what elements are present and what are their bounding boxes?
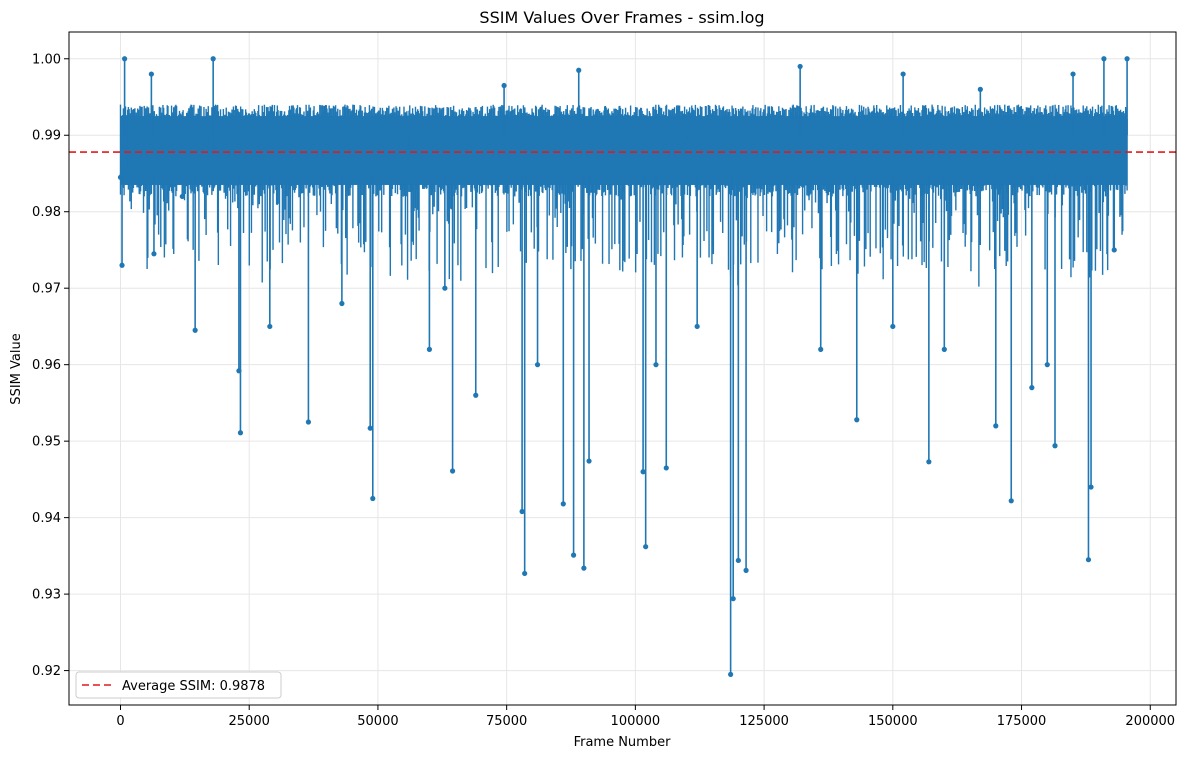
y-tick-label: 0.92 <box>32 664 61 679</box>
x-tick-label: 125000 <box>739 714 789 729</box>
series-point <box>570 552 577 558</box>
x-tick-label: 150000 <box>868 714 918 729</box>
x-axis-label: Frame Number <box>574 735 672 750</box>
legend-label: Average SSIM: 0.9878 <box>122 679 265 694</box>
series-point <box>890 323 896 330</box>
series-point <box>1085 557 1092 563</box>
series-point <box>900 71 906 77</box>
x-tick-label: 25000 <box>229 714 270 729</box>
series-point <box>123 117 129 123</box>
series-point <box>148 71 154 77</box>
series-point <box>473 392 479 398</box>
series-point <box>586 458 592 464</box>
series-point <box>1029 385 1035 391</box>
series-point <box>135 132 142 138</box>
y-tick-label: 0.95 <box>32 435 61 450</box>
y-tick-label: 1.00 <box>32 52 61 67</box>
series-point <box>854 417 860 423</box>
series-point <box>1052 443 1058 449</box>
series-point <box>1101 56 1107 62</box>
series-point <box>534 362 541 368</box>
y-tick-label: 0.98 <box>32 205 61 220</box>
series-point <box>179 193 185 200</box>
series-point <box>560 501 566 507</box>
series-point <box>122 56 128 62</box>
series-point <box>730 596 736 602</box>
series-point <box>501 82 507 89</box>
series-point <box>743 567 749 574</box>
series-point <box>581 565 587 571</box>
y-tick-label: 0.93 <box>32 588 61 603</box>
y-tick-label: 0.96 <box>32 358 61 373</box>
series-point <box>426 346 433 352</box>
x-tick-label: 75000 <box>486 714 527 729</box>
series-point <box>684 140 690 146</box>
series-core <box>120 116 1128 185</box>
legend: Average SSIM: 0.9878 <box>75 671 282 699</box>
x-tick-label: 50000 <box>357 714 398 729</box>
series-point <box>653 362 659 368</box>
series-point <box>1124 56 1130 62</box>
series-point <box>308 132 314 138</box>
series-point <box>640 469 646 475</box>
x-tick-label: 175000 <box>997 714 1047 729</box>
series-point <box>1111 247 1117 253</box>
y-tick-label: 0.99 <box>32 129 61 144</box>
series-point <box>237 430 244 436</box>
series-point <box>643 544 649 550</box>
series-point <box>119 262 125 268</box>
series-point <box>576 67 582 73</box>
series-point <box>797 63 803 70</box>
series-point <box>993 423 999 429</box>
x-tick-label: 200000 <box>1125 714 1175 729</box>
series-point <box>522 570 528 577</box>
series-point <box>267 323 273 330</box>
series-point <box>1070 71 1076 77</box>
plot-frame <box>68 31 1177 706</box>
series-point <box>151 251 157 257</box>
series-point <box>449 468 456 474</box>
x-axis-ticks: 0 25000 50000 75000 100000 125000 150000 175000… <box>116 705 1175 729</box>
y-tick-label: 0.94 <box>32 511 61 526</box>
series-point <box>612 132 618 138</box>
series-point <box>442 285 448 291</box>
series-point <box>735 557 741 564</box>
x-tick-label: 100000 <box>611 714 661 729</box>
series-point <box>370 495 376 502</box>
data-series <box>117 56 1130 678</box>
series-point <box>305 419 312 425</box>
series-point <box>694 323 700 330</box>
y-axis-label: SSIM Value <box>9 333 24 404</box>
series-point <box>1088 484 1094 490</box>
series-point <box>1008 498 1014 504</box>
series-point <box>941 346 947 352</box>
series-point <box>977 86 983 92</box>
series-point <box>339 300 345 307</box>
y-tick-label: 0.97 <box>32 282 61 297</box>
series-point <box>125 170 131 177</box>
x-tick-label: 0 <box>116 714 124 729</box>
chart-title: SSIM Values Over Frames - ssim.log <box>479 8 764 27</box>
series-point <box>367 425 373 431</box>
series-point <box>519 508 525 515</box>
legend-box <box>75 671 282 699</box>
series-point <box>818 346 824 352</box>
series-point <box>728 671 734 678</box>
series-point <box>210 56 216 62</box>
series-point <box>192 327 198 333</box>
series-point <box>1044 362 1050 368</box>
series-point <box>926 459 932 465</box>
series-point <box>663 465 669 471</box>
y-axis-ticks: 0.92 0.93 0.94 0.95 0.96 0.97 0.98 0.99 1.00 <box>32 52 69 679</box>
